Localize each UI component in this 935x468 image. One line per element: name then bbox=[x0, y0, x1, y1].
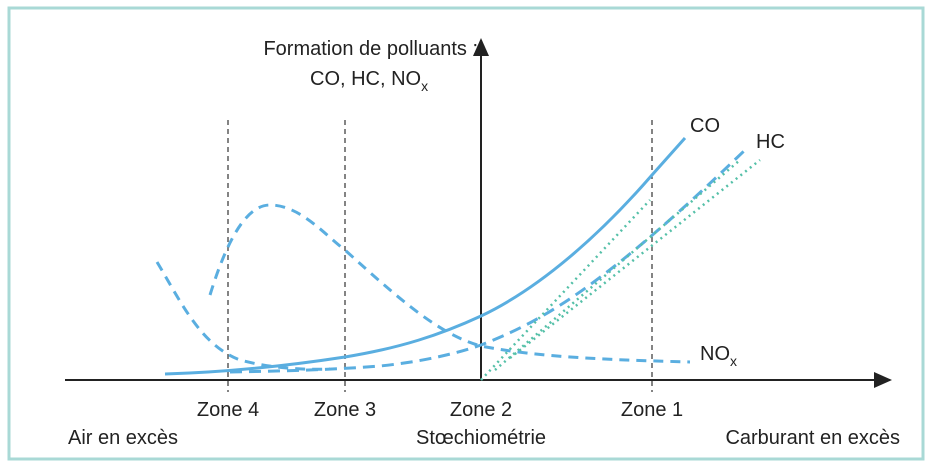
co-curve bbox=[164, 137, 687, 376]
y-title-line2: CO, HC, NOx bbox=[310, 68, 428, 94]
frame bbox=[7, 6, 925, 461]
curve-label: HC bbox=[756, 131, 785, 153]
dotted-curves bbox=[480, 159, 761, 381]
region-label: Air en excès bbox=[68, 427, 178, 449]
nox-curve bbox=[208, 203, 691, 364]
y-title-subscript: x bbox=[421, 78, 428, 94]
zone-lines bbox=[227, 120, 653, 392]
y-title-line1: Formation de polluants : bbox=[263, 38, 478, 60]
zone-label: Zone 2 bbox=[450, 399, 512, 421]
y-title-text: CO, HC, NO bbox=[310, 68, 421, 90]
hc-curve bbox=[229, 148, 747, 374]
curves bbox=[155, 137, 747, 376]
nox-curve-lean bbox=[155, 261, 331, 371]
curve-label: CO bbox=[690, 115, 720, 137]
curve-label-text: NO bbox=[700, 343, 730, 365]
curve-label-subscript: x bbox=[730, 353, 737, 369]
region-label: Carburant en excès bbox=[725, 427, 900, 449]
zone-label: Zone 1 bbox=[621, 399, 683, 421]
zone-label: Zone 4 bbox=[197, 399, 259, 421]
zone-label: Zone 3 bbox=[314, 399, 376, 421]
curve-label: NOx bbox=[700, 343, 737, 369]
region-label: Stœchiométrie bbox=[416, 427, 546, 449]
